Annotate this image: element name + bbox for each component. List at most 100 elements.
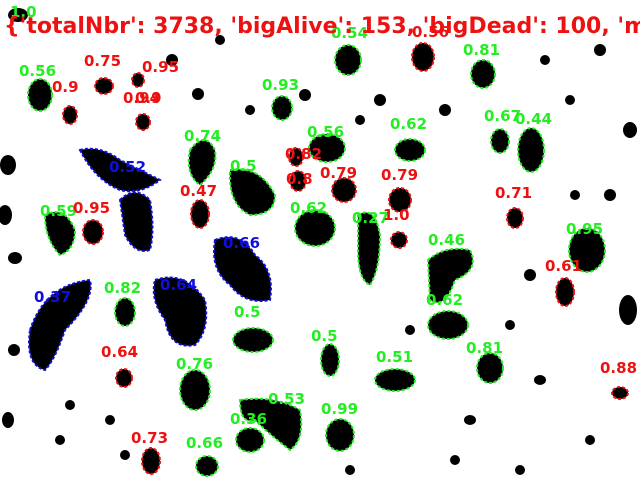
cell-blob [28, 79, 52, 111]
cell-blob [594, 44, 606, 56]
score-label: 0.56 [307, 123, 344, 141]
cell-blob [464, 415, 476, 425]
score-label: 0.37 [34, 288, 71, 306]
cell-blob [321, 344, 339, 376]
cell-blob [345, 465, 355, 475]
cell-blob [116, 369, 132, 387]
cell-blob [192, 88, 204, 100]
cell-blob [8, 252, 22, 264]
cell-blob [142, 448, 160, 474]
cell-blob [477, 353, 503, 383]
cell-blob [272, 96, 292, 120]
score-label: 0.95 [566, 220, 603, 238]
score-label: 0.53 [268, 390, 305, 408]
cell-blob [619, 295, 637, 325]
cell-blob [450, 455, 460, 465]
score-label: 0.51 [376, 348, 413, 366]
score-label: 0.9 [52, 78, 79, 96]
cell-blob [180, 370, 210, 410]
cell-blob [604, 189, 616, 201]
score-label: 0.8 [286, 170, 313, 188]
score-label: 0.94 [123, 89, 160, 107]
cell-blob [515, 465, 525, 475]
score-label: 0.61 [545, 257, 582, 275]
score-label: 0.64 [101, 343, 138, 361]
cell-blob [355, 115, 365, 125]
cell-blob [540, 55, 550, 65]
cell-blob [585, 435, 595, 445]
cell-blob [623, 122, 637, 138]
cell-blob [55, 435, 65, 445]
cell-blob [428, 311, 468, 339]
cell-blob [236, 428, 264, 452]
score-label: 0.66 [186, 434, 223, 452]
score-label: 0.75 [84, 52, 121, 70]
score-label: 0.64 [160, 276, 197, 294]
score-label: 0.95 [142, 58, 179, 76]
score-label: 0.62 [426, 291, 463, 309]
cell-blob [136, 114, 150, 130]
cell-blob [65, 400, 75, 410]
score-label: 0.47 [180, 182, 217, 200]
score-label: 0.99 [321, 400, 358, 418]
score-label: 0.93 [262, 76, 299, 94]
score-label: 0.79 [381, 166, 418, 184]
cell-blob [374, 94, 386, 106]
cell-blob [95, 78, 113, 94]
score-label: 0.62 [390, 115, 427, 133]
score-label: 0.82 [104, 279, 141, 297]
score-label: 0.52 [109, 158, 146, 176]
score-label: 0.79 [320, 164, 357, 182]
cell-blob [245, 105, 255, 115]
cell-blob [0, 155, 16, 175]
cell-blob [507, 208, 523, 228]
score-label: 0.62 [290, 199, 327, 217]
score-label: 0.46 [428, 231, 465, 249]
cell-blob [326, 419, 354, 451]
score-label: 0.81 [463, 41, 500, 59]
cell-blob [2, 412, 14, 428]
score-label: 0.95 [73, 199, 110, 217]
score-label: 0.56 [19, 62, 56, 80]
cell-blob [556, 278, 574, 306]
cell-blob [375, 369, 415, 391]
cell-blob [233, 328, 273, 352]
score-label: 0.5 [234, 303, 261, 321]
cell-blob [534, 375, 546, 385]
cell-blob [115, 298, 135, 326]
cell-blob [518, 128, 544, 172]
cell-blob [412, 43, 434, 71]
stats-header-text: {'totalNbr': 3738, 'bigAlive': 153, 'big… [4, 14, 640, 39]
cell-blob [570, 190, 580, 200]
cell-blob [299, 89, 311, 101]
score-label: 1.0 [383, 206, 410, 224]
score-label: 0.81 [466, 339, 503, 357]
cell-blob [505, 320, 515, 330]
cell-blob [612, 387, 628, 399]
score-label: 0.71 [495, 184, 532, 202]
cell-blob [120, 450, 130, 460]
score-label: 0.5 [311, 327, 338, 345]
score-label: 0.36 [230, 410, 267, 428]
cell-blob [83, 220, 103, 244]
score-label: 0.73 [131, 429, 168, 447]
score-label: 0.5 [230, 157, 257, 175]
score-label: 0.82 [285, 145, 322, 163]
score-label: 0.59 [40, 202, 77, 220]
cell-blob [63, 106, 77, 124]
score-label: 0.88 [600, 359, 637, 377]
cell-blob [565, 95, 575, 105]
cell-blob [8, 344, 20, 356]
cell-blob [524, 269, 536, 281]
cell-blob [105, 415, 115, 425]
score-label: 0.66 [223, 234, 260, 252]
cell-blob [439, 104, 451, 116]
cell-blob [391, 232, 407, 248]
score-label: 0.44 [515, 110, 552, 128]
score-label: 0.76 [176, 355, 213, 373]
score-label: 0.74 [184, 127, 221, 145]
cell-blob [395, 139, 425, 161]
cell-blob [491, 129, 509, 153]
cell-blob [405, 325, 415, 335]
